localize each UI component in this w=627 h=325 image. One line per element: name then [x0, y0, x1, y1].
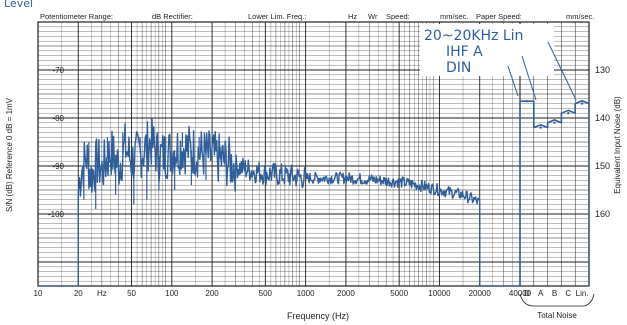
x-axis-title: Frequency (Hz): [287, 311, 349, 321]
x-tick-label: 100: [165, 289, 179, 298]
band-label: Lin.: [576, 289, 589, 298]
axes-layer: 10 20 Hz 50 100 200 500 1000 2000 5000 10000 20000 4…: [34, 65, 610, 298]
annotation-din: DIN: [446, 60, 471, 76]
noise-spectrum-trace: [38, 117, 520, 286]
total-noise-point: [539, 126, 542, 129]
annotation-lin: 20~20KHz Lin: [424, 28, 523, 44]
annotation-arrow-din: [507, 65, 519, 97]
total-noise-trace: [519, 99, 589, 286]
header-cutoff-word: Level: [4, 0, 33, 10]
x-tick-label: 1000: [297, 289, 315, 298]
header-field-lowerlim: Lower Lim. Freq.:: [248, 12, 306, 21]
band-label: B: [552, 289, 557, 298]
y-tick-right: 160: [595, 209, 610, 219]
y-tick-right: 140: [595, 113, 610, 123]
annotation-ihf-a: IHF A: [446, 44, 483, 60]
y-tick-right: 150: [595, 161, 610, 171]
band-label: A: [538, 289, 544, 298]
header-fields: Potentiometer Range: dB Rectifier: Lower…: [40, 12, 594, 21]
x-tick-label: 10: [34, 289, 43, 298]
x-tick-label: 5000: [390, 289, 408, 298]
annotation-box: [420, 24, 554, 76]
x-tick-label: 50: [127, 289, 136, 298]
header-field-speed: Speed:: [386, 12, 410, 21]
y-tick-left: -80: [52, 114, 64, 123]
annotation-arrow-ihf: [521, 55, 537, 101]
annotation-arrow-lin: [547, 41, 577, 101]
x-tick-label: 200: [205, 289, 219, 298]
header-field-wr: Wr: [368, 12, 378, 21]
x-tick-label: 10000: [428, 289, 451, 298]
y-tick-left: -90: [52, 162, 64, 171]
header-field-mmsec2: mm/sec.: [566, 12, 594, 21]
band-label: C: [565, 289, 571, 298]
header-field-mmsec1: mm/sec.: [440, 12, 468, 21]
header-field-paperspeed: Paper Speed:: [476, 12, 522, 21]
total-noise-point: [580, 102, 584, 105]
total-noise-bracket: [519, 293, 595, 307]
header-field-rectifier: dB Rectifier:: [152, 12, 193, 21]
header-field-potentiometer: Potentiometer Range:: [40, 12, 113, 21]
series-layer: [38, 99, 589, 286]
y-axis-title-right: Equivalent Input Noise (dB): [613, 96, 622, 194]
x-tick-label: Hz: [97, 289, 107, 298]
total-noise-point: [567, 112, 570, 115]
x-tick-label: 2000: [337, 289, 355, 298]
x-tick-label: 20000: [469, 289, 492, 298]
header-field-hz: Hz: [348, 12, 357, 21]
x-tick-label: 40000: [509, 289, 532, 298]
y-tick-left: -100: [48, 210, 65, 219]
y-tick-left: -70: [52, 66, 64, 75]
y-axis-title-left: S/N (dB) Reference 0 dB = 1mV: [5, 97, 14, 212]
x-tick-label: 20: [74, 289, 83, 298]
total-noise-point: [525, 100, 529, 103]
total-noise-label: Total Noise: [537, 311, 577, 320]
band-label: D: [524, 289, 530, 298]
y-tick-right: 130: [595, 65, 610, 75]
x-tick-label: 500: [259, 289, 273, 298]
total-noise-point: [553, 121, 556, 125]
